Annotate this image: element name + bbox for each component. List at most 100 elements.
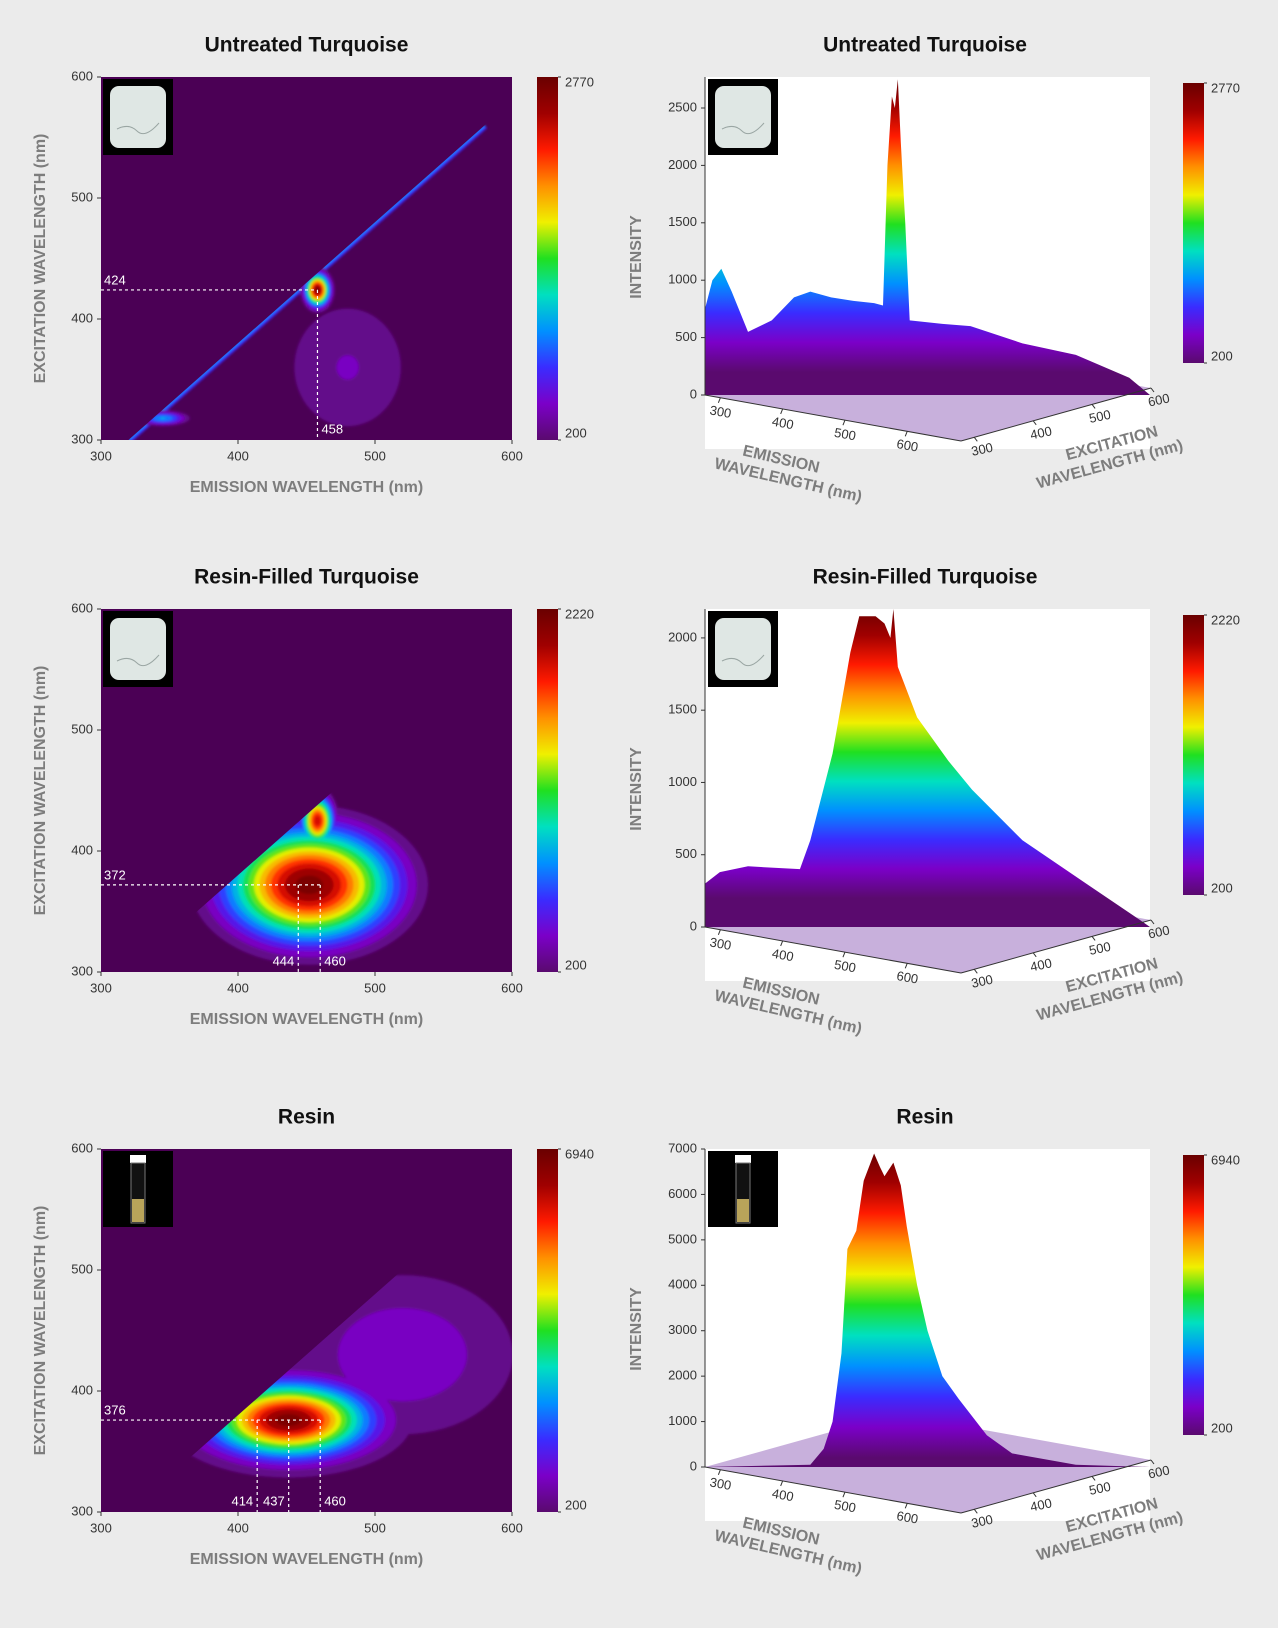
axis [704, 394, 962, 442]
inset-vein [116, 122, 160, 135]
axis [960, 387, 1152, 442]
axis [960, 1459, 1152, 1514]
y-axis-label: EXCITATION WAVELENGTH (nm) [32, 1206, 49, 1456]
y-tick-label: 1500 [668, 702, 697, 717]
x-tick-label: 600 [501, 980, 523, 995]
marker-label: 424 [104, 272, 126, 287]
x-tick [717, 397, 721, 403]
inset-cap [735, 1155, 751, 1163]
x-tick-label: 400 [227, 448, 249, 463]
colorbar [1183, 615, 1204, 895]
colorbar-label: 200 [1211, 880, 1233, 895]
x-tick-label: 300 [90, 1520, 112, 1535]
colorbar [537, 1149, 558, 1512]
contour-level [295, 875, 324, 895]
z-tick-label: 500 [1088, 939, 1112, 958]
y-tick-label: 1500 [668, 214, 697, 229]
surface [705, 79, 1150, 396]
x-tick-label: 300 [709, 1474, 733, 1493]
z-tick-label: 600 [1147, 1462, 1171, 1481]
y-tick-label: 400 [71, 310, 93, 325]
x-tick-label: 300 [709, 934, 733, 953]
x-tick-label: 400 [771, 1486, 795, 1505]
z-tick [1150, 1459, 1155, 1465]
chart-title: Resin-Filled Turquoise [813, 566, 1038, 589]
z-tick-label: 500 [1088, 1479, 1112, 1498]
z-tick [1091, 404, 1096, 409]
y-tick-label: 2500 [668, 99, 697, 114]
y-tick-label: 0 [690, 386, 697, 401]
y-tick-label: 5000 [668, 1231, 697, 1246]
x-tick-label: 500 [364, 980, 386, 995]
colorbar-label: 6940 [565, 1146, 594, 1161]
x-tick-label: 300 [90, 980, 112, 995]
surface [705, 1153, 1150, 1467]
y-tick-label: 2000 [668, 629, 697, 644]
x-tick-label: 400 [227, 980, 249, 995]
colorbar [537, 77, 558, 440]
x-tick-label: 400 [771, 414, 795, 433]
chart-title: Resin-Filled Turquoise [194, 566, 419, 589]
inset-vein [721, 122, 765, 135]
contour-level [159, 417, 166, 420]
x-tick [904, 963, 908, 969]
y-tick-label: 300 [71, 963, 93, 978]
x-tick-label: 600 [895, 436, 919, 455]
x-tick [904, 1503, 908, 1509]
y-tick-label: 600 [71, 600, 93, 615]
colorbar-label: 200 [565, 957, 587, 972]
x-tick-label: 500 [833, 957, 857, 976]
marker-label: 458 [321, 421, 343, 436]
inset-stone [110, 618, 166, 680]
x-tick-label: 600 [895, 968, 919, 987]
inset-stone [110, 86, 166, 148]
axis [960, 919, 1152, 974]
y-axis-label: EXCITATION WAVELENGTH (nm) [32, 134, 49, 384]
chart-title: Resin [896, 1106, 953, 1129]
x-tick [842, 1491, 846, 1498]
inset-cap [130, 1155, 146, 1163]
inset-liquid [132, 1199, 144, 1222]
contour-fill [128, 122, 487, 440]
x-tick [780, 408, 784, 415]
contour-level [336, 355, 359, 380]
colorbar-label: 2220 [1211, 612, 1240, 627]
x-tick [717, 929, 721, 935]
y-tick-label: 4000 [668, 1277, 697, 1292]
marker-label: 444 [273, 953, 295, 968]
x-tick [842, 951, 846, 958]
surface [705, 609, 1150, 927]
x-tick-label: 500 [364, 448, 386, 463]
y-tick-label: 300 [71, 1503, 93, 1518]
x-tick [780, 1480, 784, 1487]
y-axis-label: EXCITATION WAVELENGTH (nm) [32, 666, 49, 916]
x-axis-label: EMISSION WAVELENGTH (nm) [190, 479, 423, 496]
y-tick-label: 1000 [668, 272, 697, 287]
x-tick-label: 500 [833, 1497, 857, 1516]
inset-stone [715, 86, 771, 148]
inset-vein [116, 654, 160, 667]
marker-label: 460 [324, 953, 346, 968]
colorbar-label: 2770 [1211, 80, 1240, 95]
z-tick [1032, 1492, 1037, 1498]
marker-label: 437 [263, 1493, 285, 1508]
x-tick-label: 500 [364, 1520, 386, 1535]
y-axis-label: INTENSITY [628, 1287, 645, 1371]
z-tick [1150, 387, 1155, 393]
x-tick-label: 400 [227, 1520, 249, 1535]
y-tick-label: 600 [71, 68, 93, 83]
y-tick-label: 500 [71, 721, 93, 736]
y-tick-label: 400 [71, 1382, 93, 1397]
z-tick-label: 600 [1147, 390, 1171, 409]
y-tick-label: 7000 [668, 1140, 697, 1155]
z-tick-label: 300 [970, 1512, 994, 1531]
x-axis-label: EMISSION WAVELENGTH (nm) [190, 1011, 423, 1028]
x-tick-label: 600 [895, 1508, 919, 1527]
x-tick [904, 431, 908, 437]
y-tick-label: 500 [71, 189, 93, 204]
y-tick-label: 400 [71, 842, 93, 857]
y-tick-label: 500 [675, 846, 697, 861]
colorbar [1183, 1155, 1204, 1435]
contour-level [337, 1308, 467, 1402]
marker-label: 372 [104, 867, 126, 882]
